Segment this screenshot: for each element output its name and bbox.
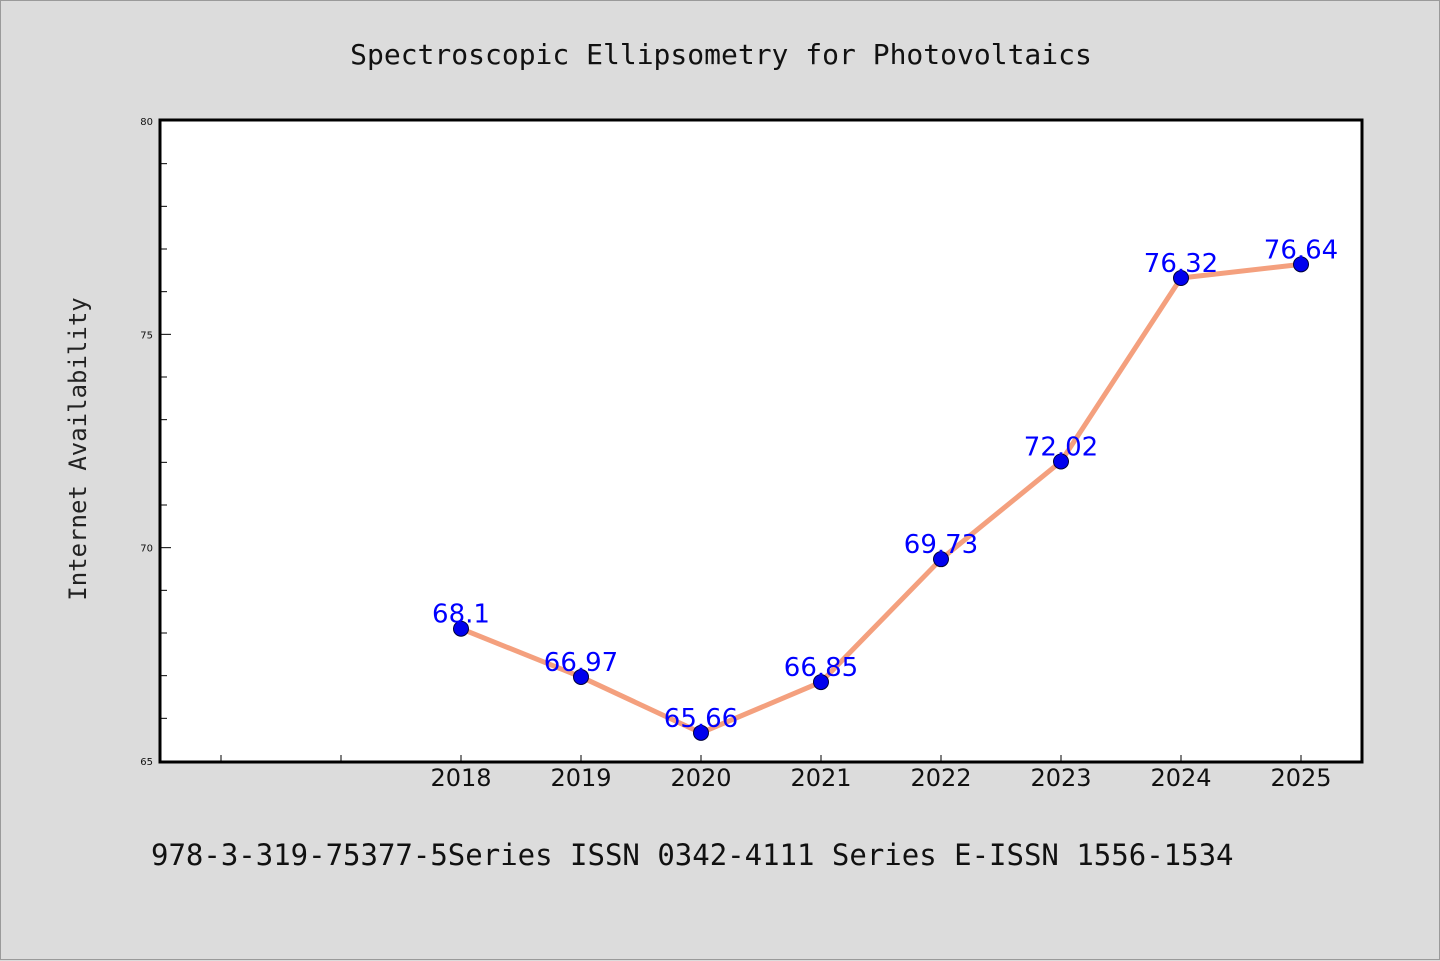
data-label: 76.64 bbox=[1264, 235, 1338, 265]
data-label: 66.97 bbox=[544, 648, 618, 678]
data-point-marker bbox=[453, 620, 469, 637]
data-labels: 68.1 66.97 65.66 66.85 69.73 72.02 76.32 76.64 bbox=[432, 235, 1338, 733]
data-point-marker bbox=[1293, 256, 1309, 273]
data-label: 68.1 bbox=[432, 600, 490, 630]
y-tick-label: 65 bbox=[140, 757, 153, 768]
x-tick-label: 2024 bbox=[1150, 764, 1211, 792]
x-tick-label: 2022 bbox=[910, 764, 971, 792]
x-tick-label: 2023 bbox=[1030, 764, 1091, 792]
x-tick-labels: 2018 2019 2020 2021 2022 2023 2024 2025 bbox=[430, 764, 1331, 792]
data-point-marker bbox=[1173, 270, 1189, 287]
axis-ticks bbox=[161, 120, 1302, 762]
series-line bbox=[460, 261, 1302, 736]
x-tick-label: 2021 bbox=[790, 764, 851, 792]
data-label: 72.02 bbox=[1024, 432, 1098, 462]
y-tick-label: 75 bbox=[140, 330, 153, 341]
data-point-marker bbox=[693, 724, 709, 741]
footer-isbn-text: 978-3-319-75377-5Series ISSN 0342-4111 S… bbox=[151, 838, 1234, 872]
x-tick-label: 2018 bbox=[430, 764, 491, 792]
plot-area bbox=[158, 118, 1364, 764]
x-tick-label: 2019 bbox=[550, 764, 611, 792]
data-label: 76.32 bbox=[1144, 249, 1218, 279]
data-point-marker bbox=[813, 674, 829, 691]
data-label: 66.85 bbox=[784, 653, 858, 683]
data-label: 65.66 bbox=[664, 704, 738, 734]
series-markers bbox=[453, 256, 1309, 741]
data-point-marker bbox=[933, 551, 949, 568]
y-tick-label: 80 bbox=[140, 117, 153, 128]
data-label: 69.73 bbox=[904, 530, 978, 560]
chart-title: Spectroscopic Ellipsometry for Photovolt… bbox=[350, 38, 1092, 71]
y-tick-labels: 65 70 75 80 bbox=[140, 117, 153, 768]
x-tick-label: 2020 bbox=[670, 764, 731, 792]
y-axis-label: Internet Availability bbox=[64, 297, 92, 600]
data-point-marker bbox=[1053, 453, 1069, 470]
y-tick-label: 70 bbox=[140, 544, 153, 555]
data-point-marker bbox=[573, 668, 589, 685]
x-tick-label: 2025 bbox=[1270, 764, 1331, 792]
